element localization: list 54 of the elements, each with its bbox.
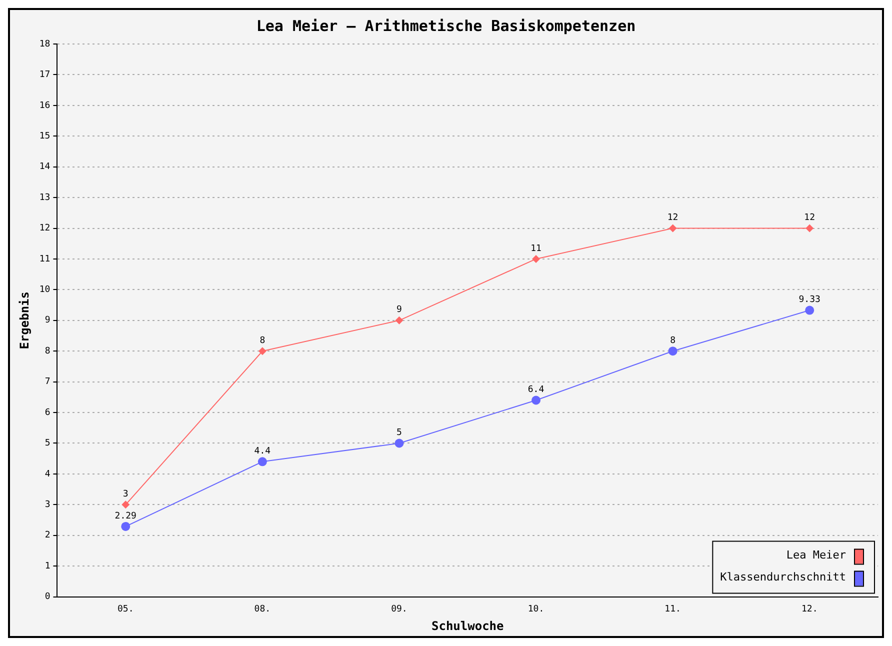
y-tick-label: 0 (44, 592, 50, 602)
data-label: 9 (396, 305, 402, 316)
data-label: 3 (122, 490, 128, 500)
y-tick-label: 5 (44, 438, 50, 449)
y-tick-label: 9 (44, 316, 50, 326)
point (395, 316, 404, 324)
y-tick-label: 16 (39, 100, 50, 111)
x-tick-label: 10. (528, 604, 544, 615)
y-tick-label: 15 (39, 131, 50, 142)
y-tick-label: 6 (44, 408, 50, 418)
data-label: 12 (667, 213, 678, 224)
x-tick-label: 08. (254, 604, 271, 615)
x-tick-label: 09. (391, 604, 408, 615)
point (122, 500, 130, 509)
data-label: 12 (804, 213, 816, 224)
point (668, 346, 678, 356)
legend-label: Klassendurchschnitt (720, 570, 846, 584)
data-label: 9.33 (798, 295, 820, 306)
x-tick-label: 11. (664, 604, 681, 615)
data-label: 11 (530, 244, 542, 254)
x-tick-label: 12. (801, 604, 818, 615)
y-tick-label: 8 (44, 346, 50, 356)
legend-label: Lea Meier (786, 548, 846, 562)
data-label: 6.4 (528, 385, 544, 396)
y-axis-title: Ergebnis (17, 292, 32, 350)
point (805, 306, 814, 315)
y-tick-label: 1 (44, 561, 50, 572)
point (394, 438, 404, 448)
y-tick-label: 13 (39, 192, 50, 203)
chart-title: Lea Meier – Arithmetische Basiskompetenzen (256, 16, 636, 35)
data-label: 4.4 (254, 446, 271, 457)
point (258, 457, 267, 466)
x-tick-label: 05. (118, 604, 134, 615)
point (121, 522, 130, 531)
point (806, 224, 814, 232)
y-tick-label: 17 (39, 70, 50, 80)
y-tick-label: 18 (39, 39, 50, 50)
y-tick-label: 2 (44, 530, 50, 541)
y-tick-label: 7 (44, 377, 50, 388)
data-label: 5 (396, 428, 402, 438)
y-tick-label: 10 (39, 285, 50, 296)
x-axis-title: Schulwoche (431, 618, 504, 633)
y-tick-label: 12 (39, 224, 50, 234)
point (668, 224, 677, 232)
point (258, 347, 266, 356)
point (532, 254, 540, 263)
y-tick-label: 11 (39, 254, 50, 264)
point (532, 396, 541, 405)
data-label: 2.29 (114, 511, 136, 522)
y-tick-label: 14 (39, 162, 50, 172)
y-tick-label: 4 (44, 469, 50, 480)
y-tick-label: 3 (44, 500, 50, 510)
data-label: 8 (670, 336, 676, 346)
data-label: 8 (260, 336, 266, 346)
